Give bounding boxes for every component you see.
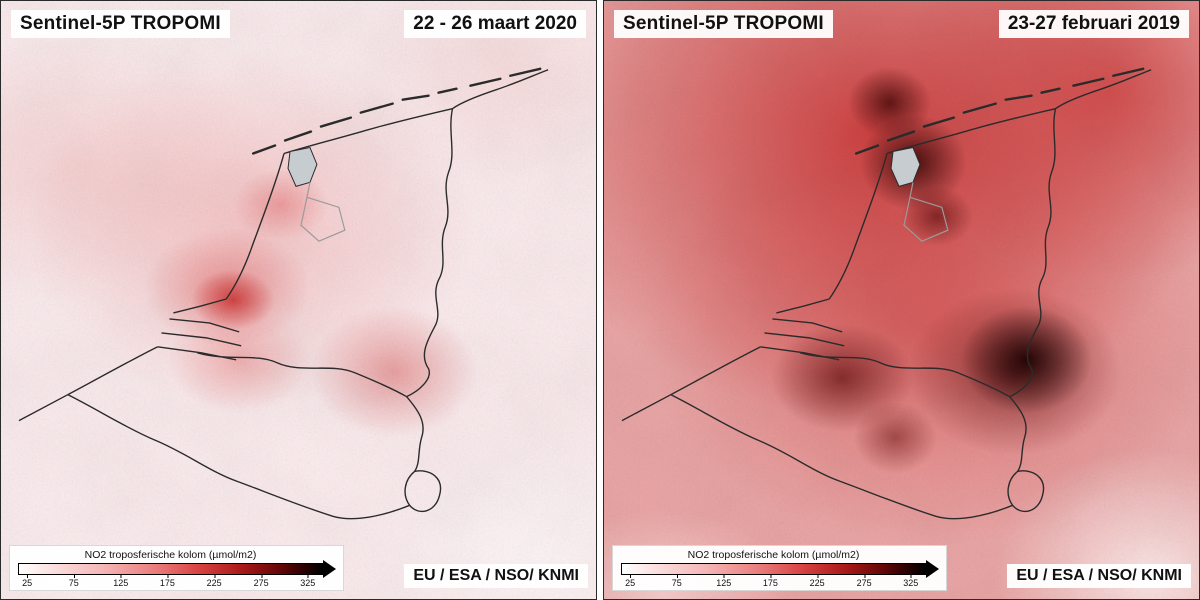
colorbar-tick: 275 [856, 575, 872, 588]
colorbar-ticks: 25 75 125 175 225 275 325 [621, 575, 926, 588]
panel-date-range: 22 - 26 maart 2020 [404, 10, 586, 38]
colorbar-tick: 75 [671, 575, 682, 588]
map-panel-2020: Sentinel-5P TROPOMI 22 - 26 maart 2020 N… [0, 0, 597, 600]
colorbar: NO2 troposferische kolom (µmol/m2) 25 75… [612, 545, 947, 591]
colorbar-tick: 325 [903, 575, 919, 588]
data-credit: EU / ESA / NSO/ KNMI [1007, 564, 1191, 588]
colorbar-arrow-icon [323, 560, 336, 578]
no2-map-2020 [1, 1, 596, 599]
panel-date-range: 23-27 februari 2019 [998, 10, 1189, 38]
colorbar-tick: 175 [159, 575, 175, 588]
colorbar-tick: 225 [206, 575, 222, 588]
colorbar-tick: 25 [625, 575, 636, 588]
colorbar-ticks: 25 75 125 175 225 275 325 [18, 575, 323, 588]
colorbar-gradient [18, 563, 323, 575]
colorbar-label: NO2 troposferische kolom (µmol/m2) [84, 549, 257, 561]
colorbar-tick: 75 [68, 575, 79, 588]
colorbar-tick: 125 [716, 575, 732, 588]
colorbar-gradient-row [18, 560, 336, 578]
no2-heatmap-layer [1, 1, 596, 599]
colorbar-label: NO2 troposferische kolom (µmol/m2) [687, 549, 860, 561]
map-panel-2019: Sentinel-5P TROPOMI 23-27 februari 2019 … [603, 0, 1200, 600]
no2-heatmap-layer [604, 1, 1199, 599]
data-credit: EU / ESA / NSO/ KNMI [404, 564, 588, 588]
colorbar-tick: 25 [22, 575, 33, 588]
colorbar-gradient-row [621, 560, 939, 578]
colorbar-arrow-icon [926, 560, 939, 578]
colorbar-tick: 325 [300, 575, 316, 588]
colorbar: NO2 troposferische kolom (µmol/m2) 25 75… [9, 545, 344, 591]
panel-title: Sentinel-5P TROPOMI [11, 10, 230, 38]
colorbar-tick: 125 [113, 575, 129, 588]
colorbar-tick: 225 [809, 575, 825, 588]
no2-map-2019 [604, 1, 1199, 599]
colorbar-gradient [621, 563, 926, 575]
colorbar-tick: 175 [762, 575, 778, 588]
colorbar-tick: 275 [253, 575, 269, 588]
panel-title: Sentinel-5P TROPOMI [614, 10, 833, 38]
